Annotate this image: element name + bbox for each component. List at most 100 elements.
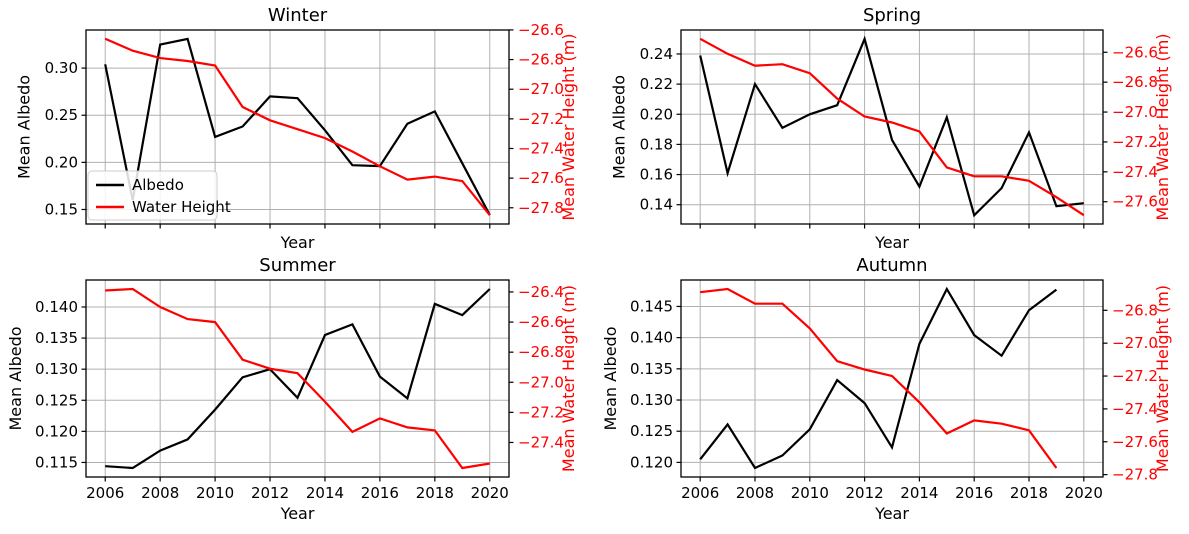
y-tick-label-right: −27.8: [1112, 466, 1158, 484]
x-axis-label: Year: [280, 233, 315, 252]
y-tick-label-right: −27.2: [518, 403, 564, 421]
x-tick-label: 2016: [955, 484, 993, 502]
y-tick-label-right: −26.8: [518, 51, 564, 69]
y-tick-label-left: 0.30: [45, 59, 78, 77]
y-tick-label-right: −27.2: [1112, 133, 1158, 151]
y-tick-label-left: 0.22: [640, 75, 673, 93]
y-tick-label-left: 0.15: [45, 200, 78, 218]
chart-spring: 0.14 0.16 0.18 0.20 0.22 0.24 −26.6 −26.8 −27.0 −…: [610, 5, 1172, 252]
y-tick-label-right: −27.6: [1112, 433, 1158, 451]
y-tick-label-left: 0.120: [630, 453, 673, 471]
y-tick-label-left: 0.25: [45, 106, 78, 124]
albedo-line: [699, 35, 1084, 218]
y-tick-label-right: −27.0: [1112, 334, 1158, 352]
y-tick-label-left: 0.135: [630, 360, 673, 378]
albedo-line: [105, 288, 491, 470]
legend-label: Albedo: [132, 176, 184, 194]
water-height-line: [104, 37, 491, 216]
y-tick-label-left: 0.18: [640, 135, 673, 153]
legend: Albedo Water Height: [87, 170, 231, 221]
y-tick-label-right: −26.8: [518, 343, 564, 361]
x-tick-label: 2020: [1065, 484, 1103, 502]
y-tick-label-right: −26.4: [518, 283, 564, 301]
axes-frame: [85, 29, 510, 225]
y-axis-label-right: Mean Water Height (m): [559, 285, 578, 472]
y-axis-label-left: Mean Albedo: [15, 75, 34, 179]
y-tick-label-right: −27.2: [518, 110, 564, 128]
y-tick-label-right: −27.4: [1112, 400, 1158, 418]
y-tick-label-right: −26.6: [518, 313, 564, 331]
y-tick-label-left: 0.130: [630, 391, 673, 409]
y-tick-label-right: −26.8: [1112, 73, 1158, 91]
y-tick-label-right: −27.0: [518, 80, 564, 98]
y-tick-label-left: 0.125: [630, 422, 673, 440]
x-tick-label: 2012: [251, 484, 289, 502]
x-tick-label: 2014: [900, 484, 938, 502]
y-tick-label-left: 0.125: [35, 391, 78, 409]
chart-title: Spring: [863, 5, 921, 26]
y-axis-label-left: Mean Albedo: [610, 75, 629, 179]
albedo-line: [699, 286, 1058, 470]
y-tick-label-left: 0.16: [640, 166, 673, 184]
x-tick-label: 2008: [141, 484, 179, 502]
y-tick-label-right: −27.8: [518, 199, 564, 217]
chart-title: Summer: [259, 255, 336, 276]
y-tick-label-left: 0.115: [35, 453, 78, 471]
chart-winter: 0.15 0.20 0.25 0.30 −26.6 −26.8 −27.0 −27.2 −27.…: [15, 5, 578, 252]
y-tick-label-right: −27.2: [1112, 367, 1158, 385]
x-tick-label: 2014: [306, 484, 344, 502]
x-tick-label: 2008: [736, 484, 774, 502]
chart-title: Autumn: [856, 255, 927, 276]
water-height-line: [105, 287, 490, 470]
y-tick-label-left: 0.14: [640, 196, 673, 214]
x-tick-label: 2018: [416, 484, 454, 502]
y-tick-label-right: −27.4: [1112, 163, 1158, 181]
y-axis-label-right: Mean Water Height (m): [1153, 285, 1172, 472]
x-axis-label: Year: [874, 504, 909, 523]
albedo-line: [104, 37, 491, 216]
y-tick-label-right: −27.6: [518, 169, 564, 187]
y-tick-label-left: 0.140: [35, 298, 78, 316]
legend-label: Water Height: [132, 198, 231, 216]
chart-summer: 2006 2008 2010 2012 2014 2016 2018 2020 0.115 0.1…: [6, 255, 578, 523]
x-tick-label: 2006: [681, 484, 719, 502]
x-axis-label: Year: [280, 504, 315, 523]
x-tick-label: 2016: [361, 484, 399, 502]
y-tick-label-left: 0.20: [45, 153, 78, 171]
y-tick-label-left: 0.20: [640, 105, 673, 123]
y-tick-label-right: −27.4: [518, 139, 564, 157]
axes-frame: [85, 279, 510, 478]
y-tick-label-right: −27.0: [518, 373, 564, 391]
y-tick-label-right: −27.0: [1112, 103, 1158, 121]
y-tick-label-left: 0.130: [35, 360, 78, 378]
y-axis-label-left: Mean Albedo: [6, 326, 25, 430]
water-height-line: [699, 37, 1085, 217]
x-tick-label: 2018: [1010, 484, 1048, 502]
axes-frame: [680, 279, 1104, 478]
y-tick-label-left: 0.140: [630, 329, 673, 347]
chart-autumn: 2006 2008 2010 2012 2014 2016 2018 2020 0.120 0.1…: [601, 255, 1172, 523]
y-tick-label-right: −26.8: [1112, 301, 1158, 319]
y-tick-label-right: −27.4: [518, 433, 564, 451]
y-tick-label-right: −27.6: [1112, 193, 1158, 211]
y-tick-label-left: 0.135: [35, 329, 78, 347]
water-height-line: [700, 287, 1058, 469]
x-tick-label: 2006: [86, 484, 124, 502]
y-tick-label-left: 0.145: [630, 297, 673, 315]
x-tick-label: 2012: [846, 484, 884, 502]
chart-title: Winter: [268, 5, 328, 26]
y-axis-label-left: Mean Albedo: [601, 326, 620, 430]
y-tick-label-right: −26.6: [518, 21, 564, 39]
axes-frame: [680, 29, 1104, 225]
y-tick-label-right: −26.6: [1112, 43, 1158, 61]
x-tick-label: 2010: [791, 484, 829, 502]
x-axis-label: Year: [874, 233, 909, 252]
x-tick-label: 2010: [196, 484, 234, 502]
y-tick-label-left: 0.24: [640, 45, 673, 63]
y-axis-label-right: Mean Water Height (m): [559, 33, 578, 220]
x-tick-label: 2020: [471, 484, 509, 502]
y-axis-label-right: Mean Water Height (m): [1153, 33, 1172, 220]
y-tick-label-left: 0.120: [35, 422, 78, 440]
